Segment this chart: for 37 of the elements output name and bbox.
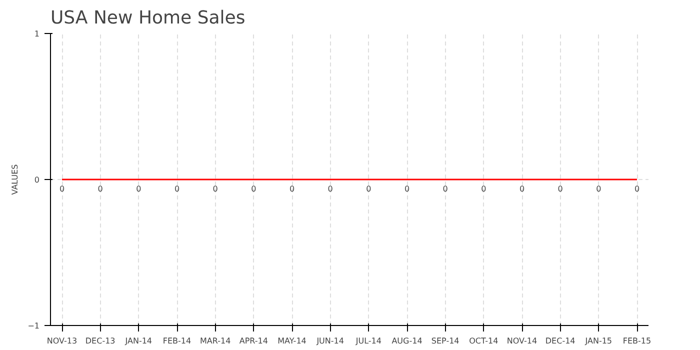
data-label: 0 xyxy=(59,184,65,194)
data-label: 0 xyxy=(634,184,640,194)
x-tick-label: NOV-14 xyxy=(506,336,538,346)
data-label: 0 xyxy=(481,184,486,194)
data-label: 0 xyxy=(212,184,218,194)
data-label: 0 xyxy=(136,184,142,194)
x-tick-label: FEB-14 xyxy=(162,336,192,346)
y-tick-label: 0 xyxy=(34,176,40,184)
x-tick-label: NOV-13 xyxy=(46,336,78,346)
y-tick-label: −1 xyxy=(28,322,40,330)
data-label: 0 xyxy=(251,184,256,194)
x-tick-label: MAR-14 xyxy=(200,336,231,346)
y-axis-title: VALUES xyxy=(10,164,20,195)
data-label: 0 xyxy=(289,184,295,194)
x-tick-label: DEC-14 xyxy=(545,336,576,346)
x-tick-label: DEC-13 xyxy=(85,336,116,346)
x-tick-label: JAN-14 xyxy=(124,336,152,346)
data-label: 0 xyxy=(558,184,563,194)
data-label: 0 xyxy=(404,184,410,194)
x-tick-label: JUN-14 xyxy=(316,336,344,346)
x-tick-label: JUL-14 xyxy=(354,336,382,346)
data-label: 0 xyxy=(98,184,103,194)
data-label: 0 xyxy=(174,184,180,194)
x-tick-label: OCT-14 xyxy=(469,336,498,346)
x-tick-label: SEP-14 xyxy=(431,336,460,346)
x-tick-label: JAN-15 xyxy=(584,336,612,346)
data-label: 0 xyxy=(519,184,525,194)
x-tick-label: AUG-14 xyxy=(392,336,422,346)
y-tick-label: 1 xyxy=(34,30,40,38)
data-label: 0 xyxy=(366,184,372,194)
x-tick-label: APR-14 xyxy=(239,336,268,346)
x-tick-label: MAY-14 xyxy=(278,336,306,346)
data-label: 0 xyxy=(442,184,448,194)
chart-title: USA New Home Sales xyxy=(50,8,246,28)
data-label: 0 xyxy=(596,184,602,194)
data-label: 0 xyxy=(328,184,333,194)
x-tick-label: FEB-15 xyxy=(622,336,652,346)
